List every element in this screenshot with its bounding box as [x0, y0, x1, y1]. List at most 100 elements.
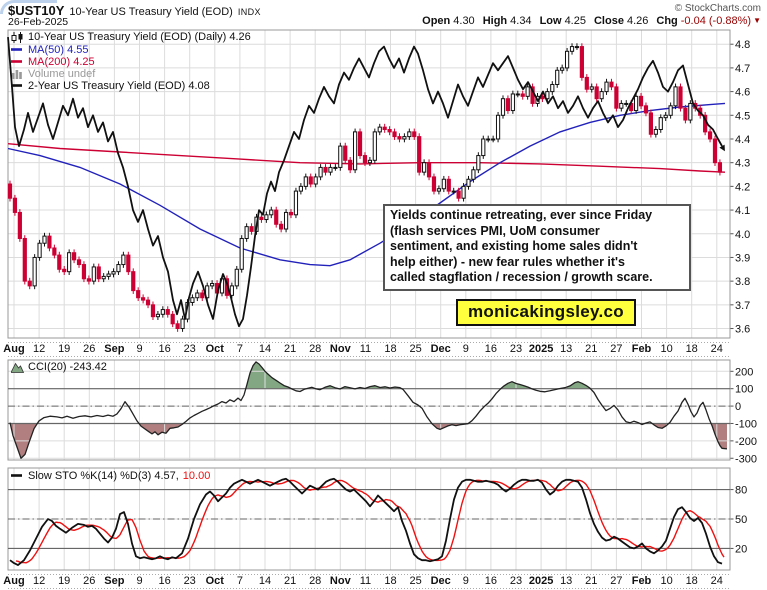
candle-body: [377, 126, 382, 133]
candle-body: [136, 290, 141, 299]
chart-date: 26-Feb-2025: [8, 16, 69, 28]
candle-body: [131, 271, 136, 292]
annotation-line: sentiment, and existing home sales didn'…: [390, 239, 638, 253]
chg-down-triangle-icon: ▼: [753, 16, 761, 25]
candle-body: [594, 86, 599, 100]
candle-body: [293, 190, 299, 216]
candle-body: [466, 178, 471, 187]
candle-body: [170, 313, 175, 325]
overlay-arrow-head: [719, 144, 725, 152]
close-value: 4.26: [626, 15, 649, 27]
annotation-note: Yields continue retreating, ever since F…: [383, 204, 691, 291]
candle-body: [712, 138, 718, 164]
candle-body: [397, 136, 402, 140]
y-axis-label: 4.6: [735, 87, 750, 99]
cci-line: [9, 361, 728, 459]
candle-body: [422, 162, 427, 173]
candle-body: [205, 285, 210, 299]
candle-body: [673, 86, 678, 107]
candle-body: [564, 50, 570, 69]
x-axis-label: 12: [33, 575, 45, 587]
ma200-line: [7, 143, 726, 173]
candle-body: [111, 271, 116, 275]
legend-row-2year: 2-Year US Treasury Yield (EOD) 4.08: [11, 80, 210, 92]
candle-body: [160, 309, 165, 315]
cci-fill-below: [10, 423, 727, 459]
candle-body: [81, 264, 87, 280]
legend-row-ma50: MA(50) 4.55: [11, 44, 89, 56]
legend-row-sto: Slow STO %K(14) %D(3) 4.57, 10.00: [11, 470, 210, 482]
legend-row-price: 10-Year US Treasury Yield (EOD) (Daily) …: [11, 31, 251, 43]
y-axis-label: 3.7: [735, 300, 750, 312]
candle-body: [7, 183, 13, 199]
x-axis-label: 21: [284, 343, 296, 355]
candle-body: [412, 131, 417, 138]
candle-body: [505, 98, 511, 112]
candle-body: [461, 185, 466, 199]
candle-body: [688, 102, 693, 121]
y-axis-label: 50: [735, 514, 747, 526]
candle-body: [604, 81, 609, 93]
candle-body: [195, 292, 200, 299]
candle-body: [392, 131, 397, 138]
legend-row-ma200: MA(200) 4.25: [11, 56, 95, 68]
x-axis-label: 24: [711, 575, 723, 587]
sto-d-line: [15, 479, 725, 564]
y-axis-label: 0: [735, 401, 741, 413]
x-axis-label: 27: [610, 575, 622, 587]
symbol: $UST10Y: [8, 3, 65, 18]
candle-body: [520, 93, 525, 97]
y-axis-label: 4.4: [735, 134, 750, 146]
candle-body: [200, 292, 205, 299]
candle-body: [308, 176, 313, 185]
cci-area-icon: [11, 362, 24, 373]
x-axis-label: 25: [409, 343, 421, 355]
candle-body: [328, 166, 333, 173]
candle-body: [584, 76, 589, 90]
candle-body: [382, 126, 387, 131]
x-axis-label: 19: [58, 575, 70, 587]
candle-body: [495, 114, 501, 140]
candle-body: [446, 178, 451, 192]
sto-line-icon: [11, 472, 24, 479]
x-axis-label: 9: [463, 343, 469, 355]
candle-body: [678, 86, 683, 109]
candle-body: [574, 46, 580, 49]
x-axis-label: Feb: [632, 575, 652, 587]
x-axis-label: 18: [686, 343, 698, 355]
y-axis-label: 4.5: [735, 110, 750, 122]
candle-body: [707, 131, 713, 140]
x-axis-label: 2025: [529, 343, 553, 355]
x-axis-label: 18: [384, 575, 396, 587]
x-axis-label: Nov: [330, 343, 352, 355]
candle-body: [717, 162, 723, 173]
candle-body: [190, 297, 195, 303]
candle-body: [481, 138, 486, 157]
overlay-2year-line: [7, 37, 723, 328]
candle-body: [318, 166, 323, 178]
candle-body: [560, 67, 565, 71]
candle-body: [101, 275, 106, 280]
candle-body: [643, 105, 649, 114]
legend-volume-label: Volume undef: [28, 67, 96, 80]
chart-header: $UST10Y 10-Year US Treasury Yield (EOD) IN…: [8, 2, 261, 20]
watermark-label: monicakingsley.co: [456, 299, 636, 326]
candle-body: [426, 162, 432, 178]
candle-body: [569, 46, 575, 52]
candle-body: [22, 237, 27, 282]
candlestick-series-icon: [11, 31, 24, 43]
x-axis-label: Sep: [104, 575, 124, 587]
candle-body: [279, 223, 284, 230]
candle-body: [614, 86, 619, 109]
candle-body: [653, 129, 658, 135]
y-axis-label: 4.2: [735, 181, 750, 193]
candle-body: [12, 197, 18, 213]
legend-cci-label: CCI(20) -243.42: [28, 361, 107, 373]
high-label: High: [482, 15, 508, 27]
copyright-label: © StockCharts.com: [674, 3, 761, 14]
x-axis-label: 9: [136, 343, 142, 355]
annotation-line: called stagflation / recession / growth …: [390, 270, 653, 284]
annotation-line: Yields continue retreating, ever since F…: [390, 208, 653, 222]
candle-body: [624, 102, 629, 105]
